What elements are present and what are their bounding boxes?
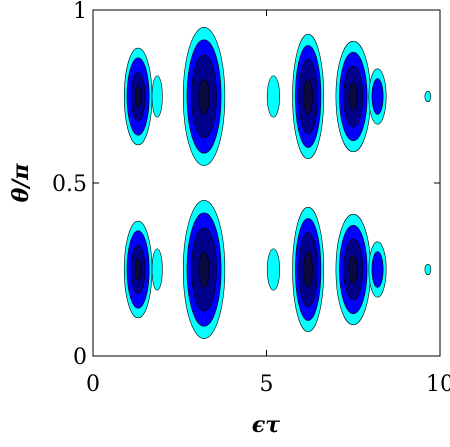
contour-region-band1-blob8-level0 — [424, 91, 432, 102]
contour-region-band0-blob5-level3 — [303, 251, 313, 288]
contour-region-band0-blob0-level3 — [134, 258, 142, 281]
contour-region-band0-blob8-level0 — [424, 264, 432, 275]
contour-region-band1-blob0-level3 — [134, 85, 142, 108]
y-tick-label-0: 0 — [73, 345, 87, 370]
contour-layer — [123, 27, 432, 339]
x-tick-label-0: 0 — [86, 372, 100, 397]
y-axis-label: θ/π — [8, 163, 34, 203]
contour-region-band0-blob2-level3 — [198, 251, 210, 288]
contour-region-band0-blob7-level1 — [371, 251, 384, 288]
contour-region-band1-blob2-level3 — [198, 78, 210, 115]
y-tick-label-1: 1 — [73, 0, 87, 24]
x-tick-label-5: 5 — [260, 372, 274, 397]
ticks-layer: 0 5 10 0 0.5 1 — [52, 0, 450, 397]
contour-region-band0-blob4-level0 — [266, 248, 280, 291]
contour-region-band1-blob4-level0 — [266, 75, 280, 118]
x-axis-label: ϵτ — [252, 412, 280, 438]
contour-region-band0-blob1-level0 — [151, 248, 163, 291]
x-tick-label-10: 10 — [426, 372, 450, 397]
y-tick-label-0.5: 0.5 — [52, 172, 87, 197]
contour-region-band1-blob1-level0 — [151, 75, 163, 118]
contour-region-band1-blob7-level1 — [371, 78, 384, 115]
contour-region-band0-blob6-level3 — [348, 255, 358, 284]
contour-region-band1-blob5-level3 — [303, 78, 313, 115]
plot-frame — [92, 9, 441, 357]
contour-region-band1-blob6-level3 — [348, 82, 358, 111]
